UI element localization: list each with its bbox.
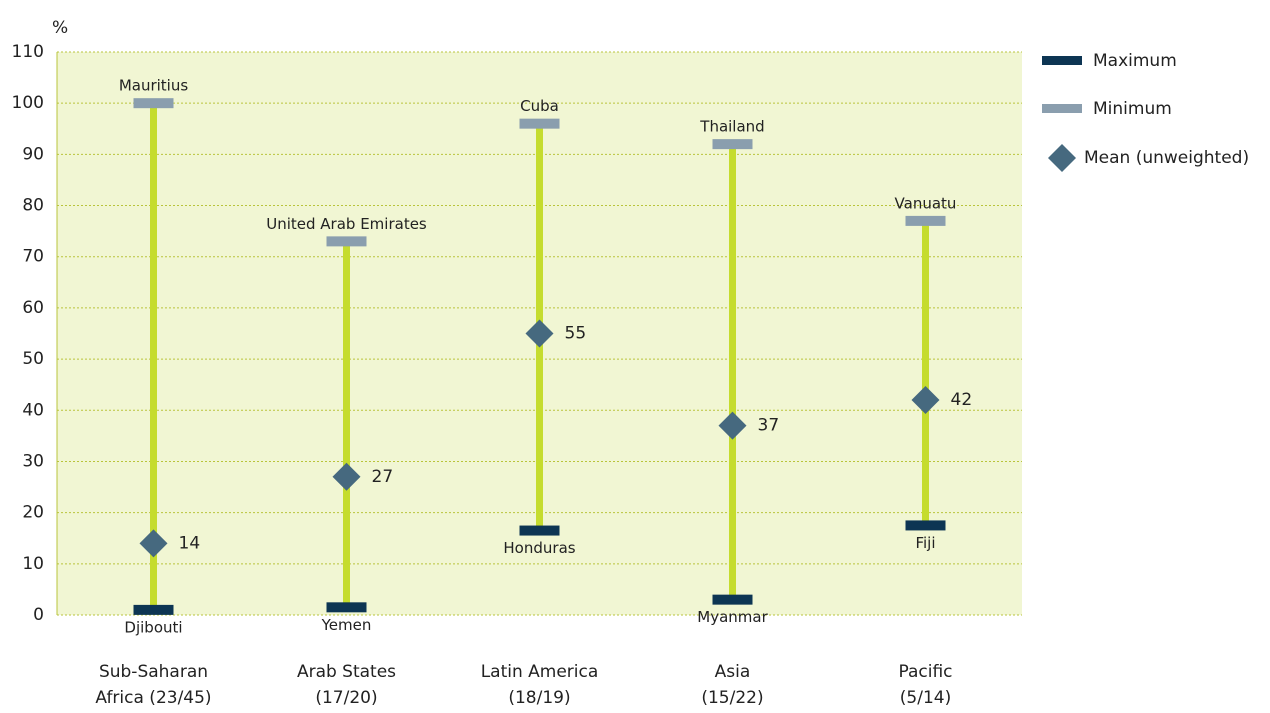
minimum-label: Thailand <box>699 118 764 136</box>
y-tick-label: 80 <box>22 196 44 216</box>
y-axis-unit: % <box>52 18 68 38</box>
legend-swatch <box>1042 56 1082 65</box>
mean-label: 14 <box>179 533 201 553</box>
mean-label: 42 <box>951 390 973 410</box>
minimum-marker <box>905 215 946 226</box>
mean-marker <box>332 462 361 491</box>
y-tick-label: 10 <box>22 554 44 574</box>
legend-swatch <box>1042 104 1082 113</box>
maximum-marker <box>712 594 753 605</box>
y-tick-label: 60 <box>22 298 44 318</box>
mean-marker <box>525 319 554 348</box>
x-tick-label: (5/14) <box>900 688 951 708</box>
maximum-marker <box>905 520 946 531</box>
minimum-label: United Arab Emirates <box>266 215 427 233</box>
y-tick-label: 40 <box>22 400 44 420</box>
mean-label: 37 <box>758 416 780 436</box>
maximum-label: Fiji <box>915 534 935 552</box>
x-tick-label: Pacific <box>898 662 952 682</box>
mean-marker <box>139 529 168 558</box>
legend-label: Mean (unweighted) <box>1084 148 1249 168</box>
mean-label: 27 <box>372 467 394 487</box>
mean-marker <box>911 386 940 415</box>
legend-label: Minimum <box>1093 99 1172 119</box>
maximum-label: Yemen <box>321 616 372 634</box>
x-tick-label: Africa (23/45) <box>95 688 211 708</box>
legend-swatch <box>1048 144 1076 172</box>
mean-marker <box>718 411 747 440</box>
minimum-marker <box>519 118 560 129</box>
x-tick-label: (17/20) <box>315 688 377 708</box>
minimum-label: Vanuatu <box>895 194 957 212</box>
x-tick-label: Arab States <box>297 662 396 682</box>
y-tick-label: 50 <box>22 349 44 369</box>
x-tick-label: Asia <box>715 662 751 682</box>
x-tick-label: (18/19) <box>508 688 570 708</box>
y-tick-label: 110 <box>12 42 44 62</box>
minimum-marker <box>712 139 753 150</box>
y-tick-label: 100 <box>12 93 44 113</box>
minimum-marker <box>133 98 174 109</box>
y-tick-label: 20 <box>22 503 44 523</box>
maximum-label: Honduras <box>503 539 575 557</box>
maximum-label: Djibouti <box>124 618 182 636</box>
maximum-marker <box>519 525 560 536</box>
y-tick-label: 90 <box>22 144 44 164</box>
y-tick-label: 0 <box>33 605 44 625</box>
x-tick-label: Latin America <box>481 662 599 682</box>
minimum-label: Mauritius <box>119 77 189 95</box>
y-tick-label: 70 <box>22 247 44 267</box>
x-tick-label: Sub-Saharan <box>99 662 208 682</box>
minimum-label: Cuba <box>520 97 559 115</box>
x-tick-label: (15/22) <box>701 688 763 708</box>
maximum-label: Myanmar <box>697 608 768 626</box>
maximum-marker <box>133 604 174 615</box>
legend-label: Maximum <box>1093 51 1177 71</box>
minimum-marker <box>326 236 367 247</box>
y-tick-label: 30 <box>22 451 44 471</box>
maximum-marker <box>326 602 367 613</box>
mean-label: 55 <box>565 324 587 344</box>
